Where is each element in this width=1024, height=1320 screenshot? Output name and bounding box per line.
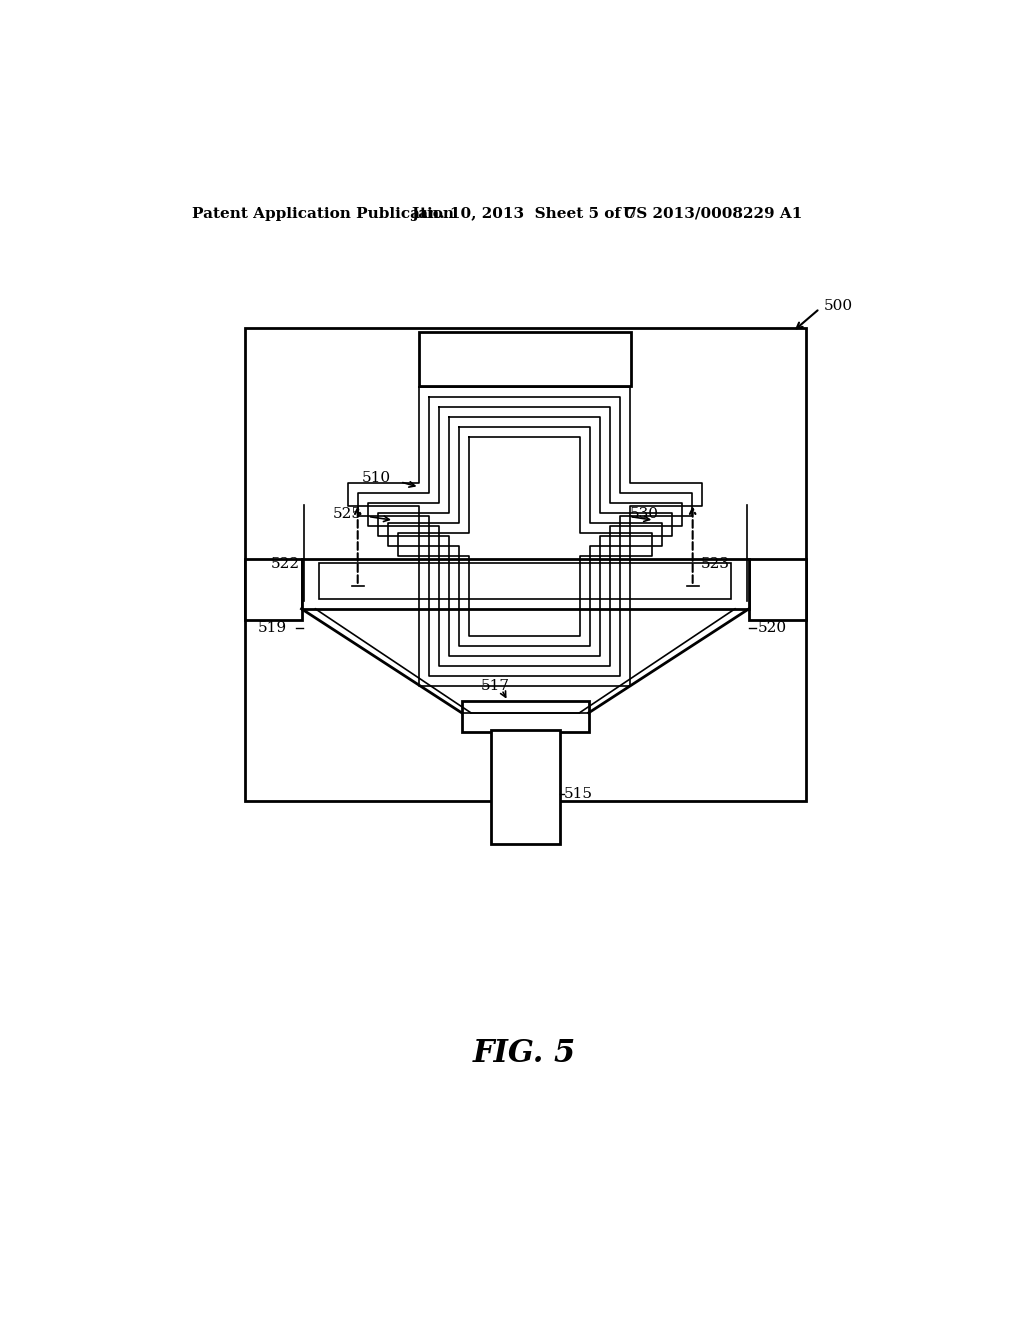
Text: US 2013/0008229 A1: US 2013/0008229 A1: [624, 207, 803, 220]
Text: Patent Application Publication: Patent Application Publication: [193, 207, 455, 220]
Bar: [462, 701, 590, 733]
Text: 517: 517: [481, 678, 510, 693]
Text: 530: 530: [630, 507, 658, 521]
Polygon shape: [397, 437, 652, 636]
Text: 522: 522: [270, 557, 300, 572]
Bar: [749, 558, 806, 620]
Text: 520: 520: [758, 622, 787, 635]
Text: 515: 515: [563, 787, 592, 801]
Text: FIG. 5: FIG. 5: [473, 1038, 577, 1069]
Text: 525: 525: [333, 507, 362, 521]
Bar: [319, 562, 731, 599]
Text: 519: 519: [258, 622, 287, 635]
Text: 510: 510: [361, 471, 391, 484]
Bar: [490, 730, 560, 843]
Text: 523: 523: [700, 557, 729, 572]
Bar: [245, 558, 301, 620]
Bar: [245, 327, 806, 801]
Bar: [301, 558, 749, 609]
Bar: [419, 331, 631, 385]
Text: 500: 500: [823, 300, 853, 313]
Text: Jan. 10, 2013  Sheet 5 of 7: Jan. 10, 2013 Sheet 5 of 7: [412, 207, 638, 220]
